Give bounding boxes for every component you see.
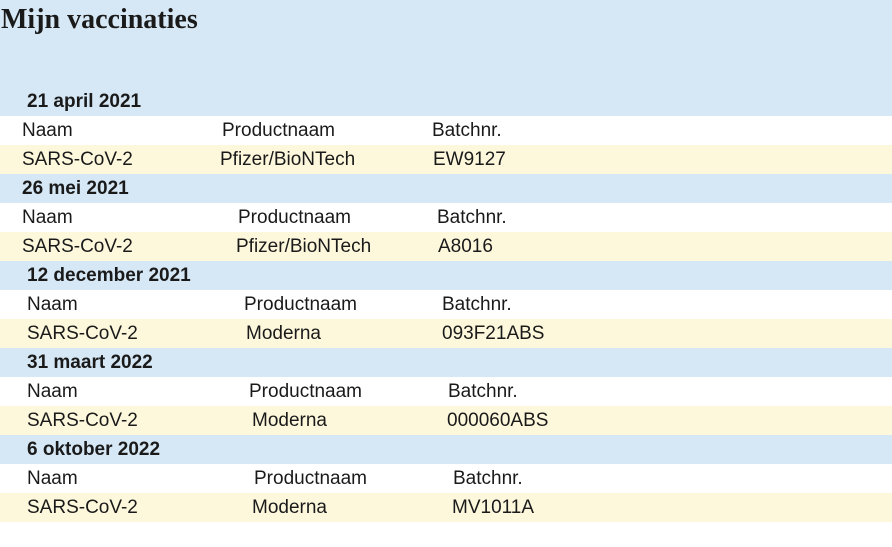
column-header-product: Productnaam xyxy=(238,207,352,228)
column-header-batch: Batchnr. xyxy=(453,468,523,489)
vaccination-value-row: SARS-CoV-2 Moderna 000060ABS xyxy=(0,406,892,435)
vaccine-name: SARS-CoV-2 xyxy=(27,323,138,344)
column-header-name: Naam xyxy=(27,468,78,489)
vaccine-name: SARS-CoV-2 xyxy=(22,149,133,170)
vaccination-date: 12 december 2021 xyxy=(27,265,191,286)
title-band xyxy=(0,0,892,116)
column-header-batch: Batchnr. xyxy=(448,381,518,402)
batch-number: A8016 xyxy=(438,236,493,257)
vaccination-date-row: 21 april 2021 xyxy=(0,87,892,116)
vaccination-value-row: SARS-CoV-2 Moderna 093F21ABS xyxy=(0,319,892,348)
vaccination-date: 21 april 2021 xyxy=(27,91,142,112)
vaccine-name: SARS-CoV-2 xyxy=(27,410,138,431)
column-header-row: Naam Productnaam Batchnr. xyxy=(0,377,892,406)
column-header-batch: Batchnr. xyxy=(437,207,507,228)
product-name: Moderna xyxy=(252,497,327,518)
column-header-product: Productnaam xyxy=(254,468,368,489)
column-header-name: Naam xyxy=(22,120,73,141)
batch-number: EW9127 xyxy=(433,149,506,170)
column-header-row: Naam Productnaam Batchnr. xyxy=(0,290,892,319)
column-header-row: Naam Productnaam Batchnr. xyxy=(0,203,892,232)
vaccination-entry: 26 mei 2021 Naam Productnaam Batchnr. SA… xyxy=(0,174,892,261)
vaccination-date: 26 mei 2021 xyxy=(22,178,129,199)
product-name: Moderna xyxy=(246,323,321,344)
batch-number: MV1011A xyxy=(452,497,535,518)
column-header-name: Naam xyxy=(27,294,78,315)
vaccination-list: 21 april 2021 Naam Productnaam Batchnr. … xyxy=(0,87,892,522)
vaccination-date-row: 26 mei 2021 xyxy=(0,174,892,203)
vaccination-entry: 31 maart 2022 Naam Productnaam Batchnr. … xyxy=(0,348,892,435)
column-header-row: Naam Productnaam Batchnr. xyxy=(0,116,892,145)
vaccination-entry: 21 april 2021 Naam Productnaam Batchnr. … xyxy=(0,87,892,174)
product-name: Pfizer/BioNTech xyxy=(220,149,356,170)
column-header-product: Productnaam xyxy=(222,120,336,141)
vaccination-date-row: 12 december 2021 xyxy=(0,261,892,290)
column-header-name: Naam xyxy=(22,207,73,228)
batch-number: 000060ABS xyxy=(447,410,549,431)
column-header-batch: Batchnr. xyxy=(432,120,502,141)
vaccine-name: SARS-CoV-2 xyxy=(22,236,133,257)
vaccination-entry: 6 oktober 2022 Naam Productnaam Batchnr.… xyxy=(0,435,892,522)
column-header-batch: Batchnr. xyxy=(442,294,512,315)
column-header-product: Productnaam xyxy=(244,294,358,315)
vaccination-date-row: 6 oktober 2022 xyxy=(0,435,892,464)
vaccination-entry: 12 december 2021 Naam Productnaam Batchn… xyxy=(0,261,892,348)
vaccination-date: 6 oktober 2022 xyxy=(27,439,161,460)
column-header-name: Naam xyxy=(27,381,78,402)
vaccination-value-row: SARS-CoV-2 Moderna MV1011A xyxy=(0,493,892,522)
column-header-row: Naam Productnaam Batchnr. xyxy=(0,464,892,493)
batch-number: 093F21ABS xyxy=(442,323,545,344)
vaccination-date: 31 maart 2022 xyxy=(27,352,153,373)
vaccination-value-row: SARS-CoV-2 Pfizer/BioNTech EW9127 xyxy=(0,145,892,174)
product-name: Pfizer/BioNTech xyxy=(236,236,372,257)
column-header-product: Productnaam xyxy=(249,381,363,402)
vaccine-name: SARS-CoV-2 xyxy=(27,497,138,518)
page-title: Mijn vaccinaties xyxy=(1,4,198,35)
vaccination-value-row: SARS-CoV-2 Pfizer/BioNTech A8016 xyxy=(0,232,892,261)
vaccination-date-row: 31 maart 2022 xyxy=(0,348,892,377)
product-name: Moderna xyxy=(252,410,327,431)
